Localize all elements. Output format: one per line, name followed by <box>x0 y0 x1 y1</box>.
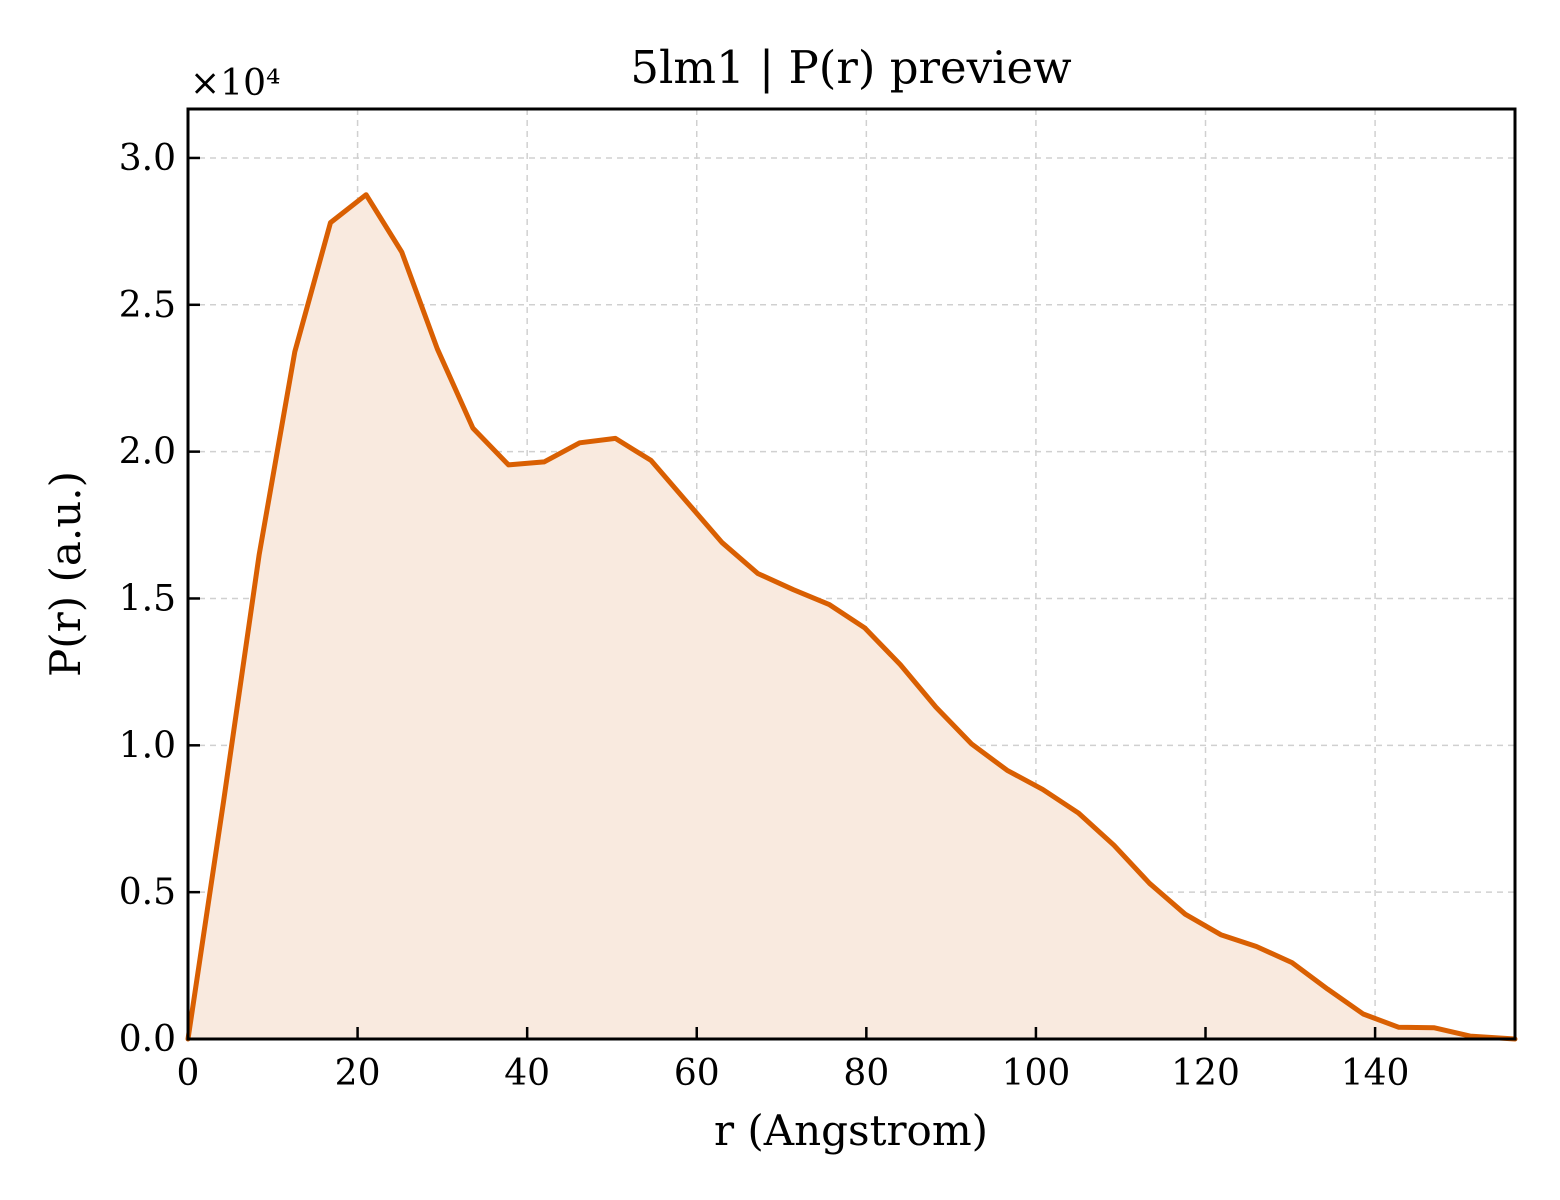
y-tick-label: 2.0 <box>119 432 176 473</box>
x-tick-label: 100 <box>1002 1053 1071 1094</box>
area-fill <box>188 194 1515 1039</box>
y-tick-label: 0.0 <box>119 1019 176 1060</box>
series-line <box>185 192 1518 1042</box>
plot-frame <box>186 107 1517 1041</box>
y-tick-label: 1.5 <box>119 578 176 619</box>
x-tick-label: 120 <box>1171 1053 1240 1094</box>
x-tick-label: 140 <box>1341 1053 1410 1094</box>
x-axis-label: r (Angstrom) <box>714 1106 988 1155</box>
x-tick-label: 0 <box>177 1053 200 1094</box>
y-tick-label: 1.0 <box>119 725 176 766</box>
x-tick-labels: 0 20 40 60 80 100 120 140 <box>177 1053 1410 1094</box>
y-tick-label: 3.0 <box>119 138 176 179</box>
y-axis-label: P(r) (a.u.) <box>41 471 90 677</box>
x-tick-label: 60 <box>674 1053 720 1094</box>
tick-marks <box>186 156 1377 1041</box>
y-offset-label: ×10⁴ <box>190 63 280 104</box>
x-tick-label: 20 <box>335 1053 381 1094</box>
y-tick-label: 0.5 <box>119 872 176 913</box>
x-tick-label: 80 <box>843 1053 889 1094</box>
chart-title: 5lm1 | P(r) preview <box>630 41 1071 94</box>
y-tick-labels: 0.0 0.5 1.0 1.5 2.0 2.5 3.0 <box>119 138 176 1060</box>
x-tick-label: 40 <box>504 1053 550 1094</box>
y-tick-label: 2.5 <box>119 285 176 326</box>
